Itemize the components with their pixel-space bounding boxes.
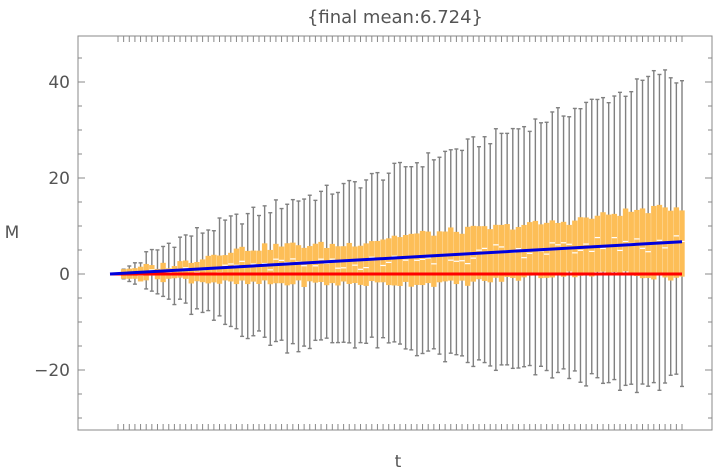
box <box>611 213 618 273</box>
box <box>622 208 629 272</box>
box <box>600 212 606 272</box>
box <box>374 240 381 283</box>
y-tick-label: 0 <box>59 265 70 285</box>
box <box>171 266 178 279</box>
box <box>464 226 471 286</box>
x-axis-label: t <box>395 452 402 472</box>
y-axis-label: M <box>5 223 20 243</box>
box <box>459 233 465 281</box>
box <box>267 249 273 285</box>
box <box>340 246 347 282</box>
box <box>386 238 392 286</box>
y-tick-label: 20 <box>48 169 70 189</box>
box <box>329 243 336 284</box>
box <box>668 210 674 281</box>
y-tick-label: −20 <box>34 361 70 381</box>
box <box>453 231 460 285</box>
box <box>380 239 386 283</box>
box <box>256 250 262 284</box>
box <box>216 255 223 284</box>
box <box>510 229 516 278</box>
box <box>397 237 403 286</box>
chart-title: {final mean:6.724} <box>307 7 483 28</box>
box <box>239 246 245 281</box>
box <box>408 233 414 287</box>
box <box>515 226 522 281</box>
box <box>391 235 398 286</box>
plot-area: −20 0 20 40 <box>34 35 713 431</box>
box <box>419 230 426 286</box>
box <box>431 235 437 287</box>
y-tick-label: 40 <box>48 73 70 93</box>
box <box>679 210 685 277</box>
box <box>261 243 268 281</box>
box <box>335 246 341 286</box>
box <box>194 261 200 282</box>
box <box>301 247 307 287</box>
box <box>645 213 651 278</box>
box <box>346 242 352 284</box>
box <box>199 259 206 283</box>
box <box>369 241 375 282</box>
box <box>363 243 369 286</box>
box <box>594 215 601 272</box>
box <box>323 247 330 286</box>
box <box>357 245 364 285</box>
plot-frame <box>77 35 713 431</box>
box <box>487 229 493 283</box>
box <box>532 220 539 276</box>
box <box>414 233 420 285</box>
mean-line <box>109 240 683 276</box>
